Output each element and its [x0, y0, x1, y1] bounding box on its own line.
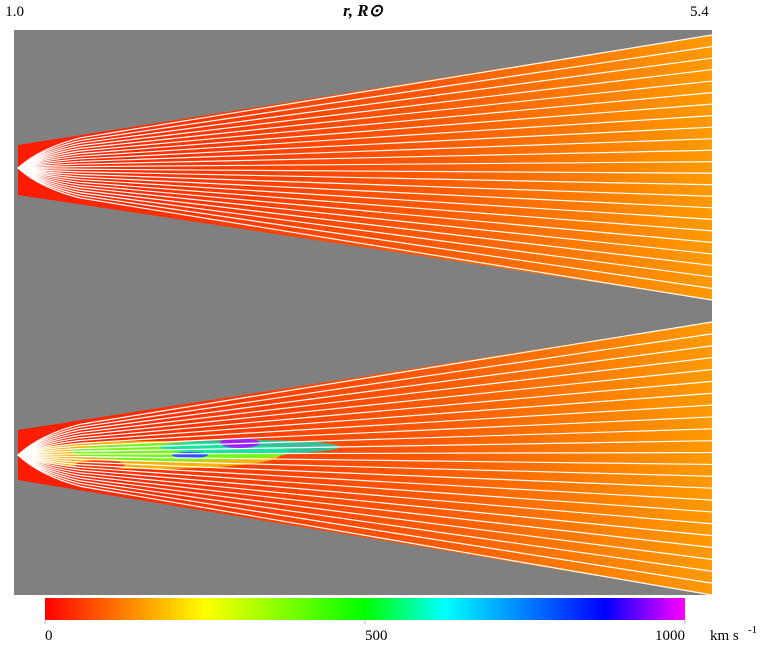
field-line: [17, 167, 713, 301]
x-tick-label: 5.4: [690, 4, 709, 20]
colorbar-tick-label: 1000: [655, 628, 685, 644]
colorbar-unit-power: -1: [748, 624, 757, 636]
colorbar-unit: km s: [710, 628, 739, 644]
colorbar-tick-label: 0: [45, 628, 53, 644]
upper-wedge: [18, 35, 712, 300]
x-tick-label: 1.0: [5, 4, 24, 20]
axis-title: r, R⊙: [343, 1, 384, 20]
field-line: [17, 454, 713, 596]
lower-wedge: [18, 322, 712, 595]
colorbar-tick-label: 500: [365, 628, 388, 644]
colorbar: [45, 598, 685, 620]
